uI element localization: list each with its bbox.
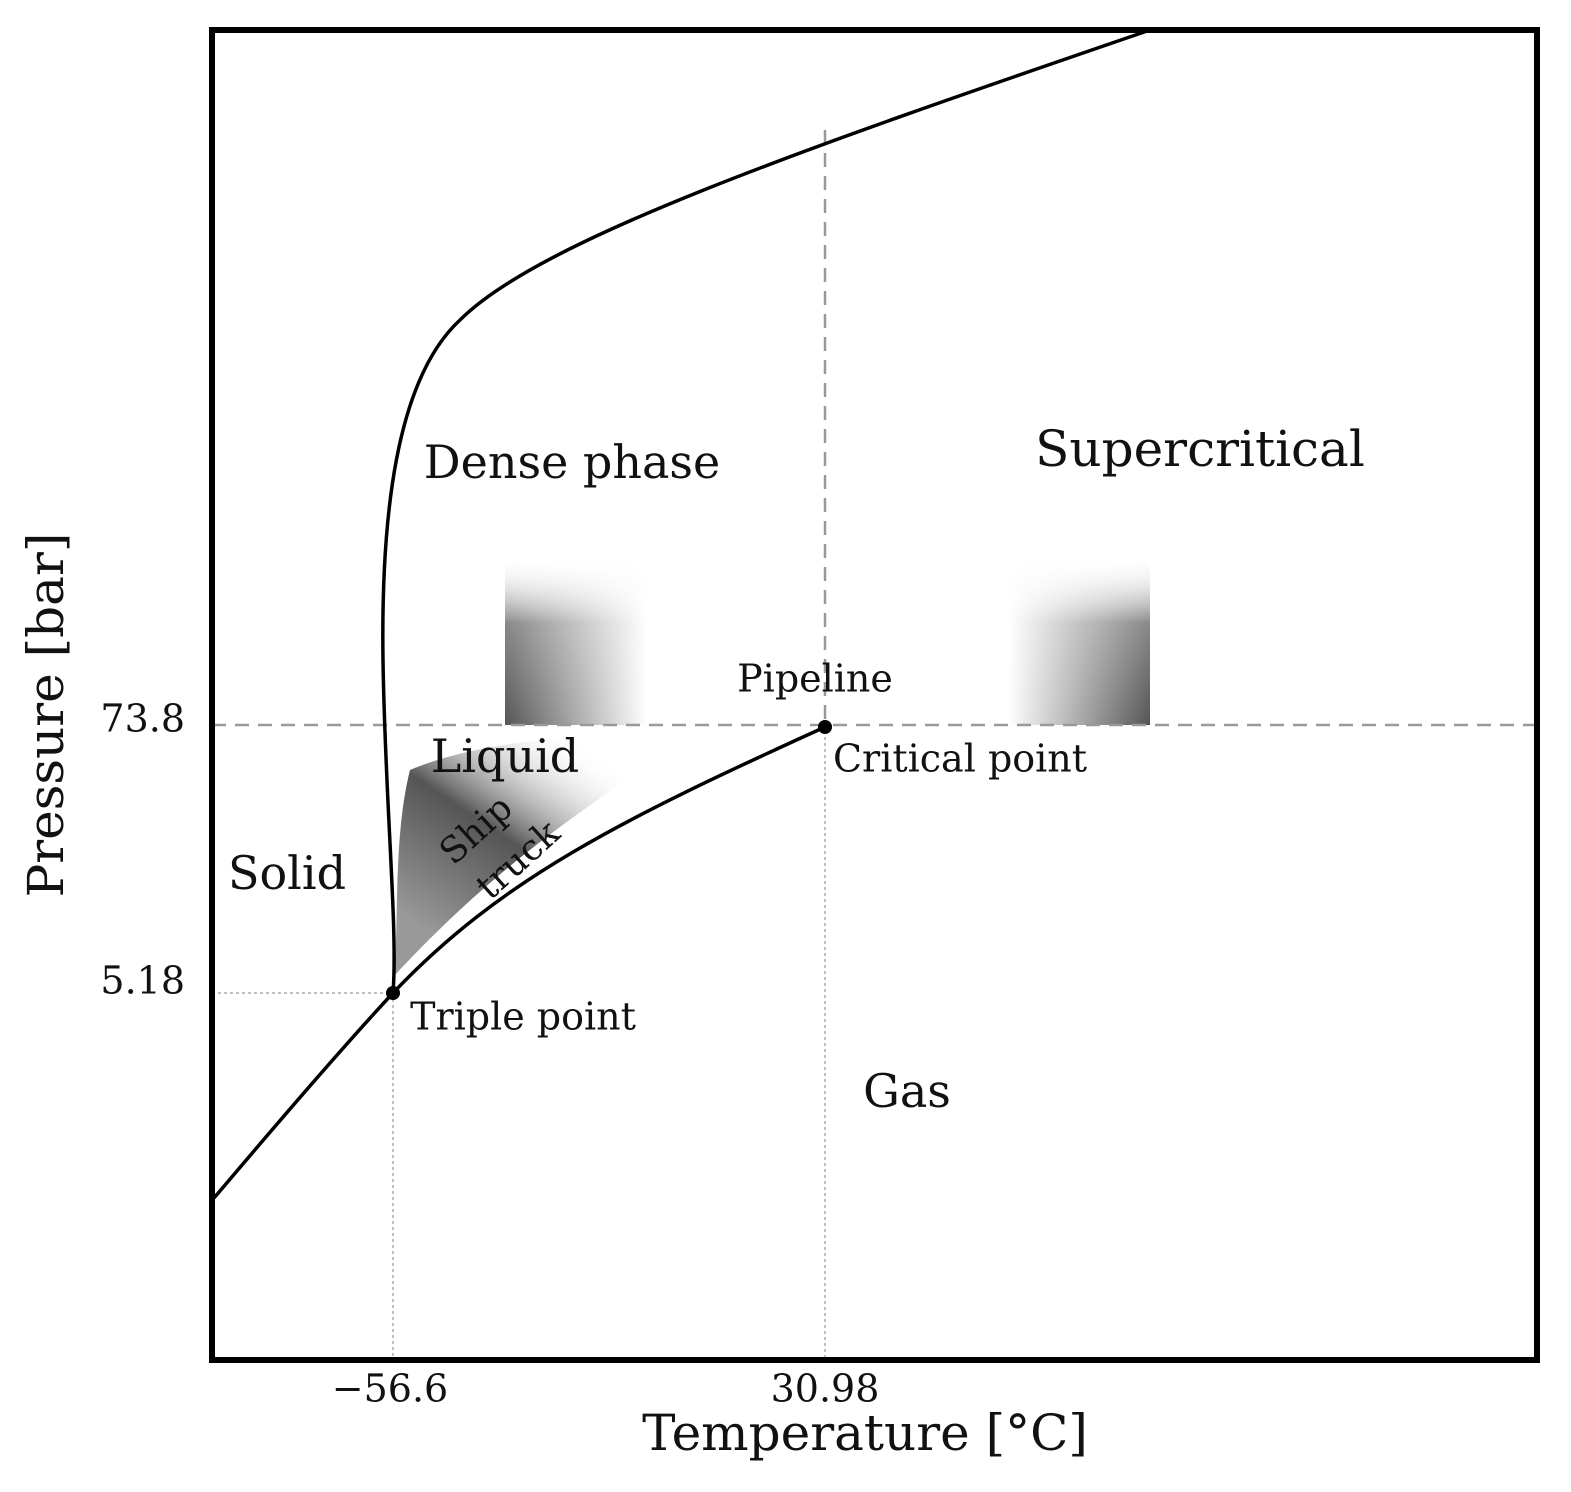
triple-point [386, 986, 400, 1000]
plot-frame [209, 27, 1540, 1363]
phase-curves [212, 28, 1151, 1200]
x-tick-label: 30.98 [771, 1367, 880, 1411]
y-tick-label: 5.18 [100, 959, 185, 1003]
region-label: Dense phase [424, 435, 721, 489]
region-label: Gas [863, 1064, 951, 1118]
shading [395, 555, 1150, 975]
region-label: Supercritical [1035, 420, 1365, 478]
region-label: Liquid [431, 729, 580, 783]
x-axis-label: Temperature [°C] [642, 1404, 1088, 1462]
sublimation-curve [212, 991, 395, 1200]
annotation: Triple point [410, 995, 636, 1039]
vaporization-curve [391, 725, 826, 995]
pipeline-shade [505, 555, 1150, 725]
y-tick-label: 73.8 [100, 697, 185, 741]
melting-curve [381, 28, 1151, 994]
critical-point [818, 720, 832, 734]
y-axis-label: Pressure [bar] [17, 533, 75, 898]
ship-shade [395, 736, 680, 975]
region-label: Solid [228, 846, 346, 900]
guides [212, 130, 1537, 1360]
annotation: Critical point [833, 737, 1087, 781]
x-tick-label: −56.6 [332, 1367, 448, 1411]
annotation: Pipeline [737, 657, 893, 701]
